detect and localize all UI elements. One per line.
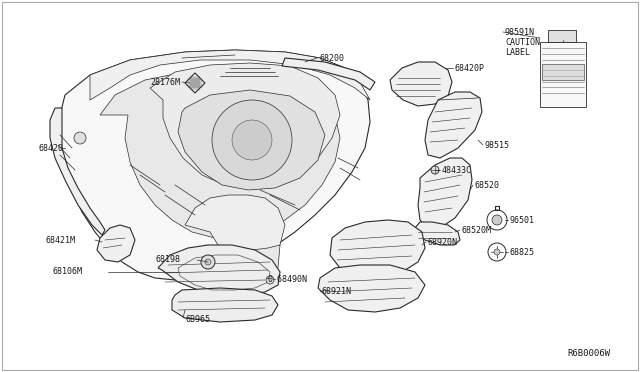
Polygon shape <box>390 62 452 106</box>
Text: 98515: 98515 <box>485 141 510 150</box>
Circle shape <box>212 100 292 180</box>
Text: 96501: 96501 <box>510 215 535 224</box>
Text: 68421M: 68421M <box>45 235 75 244</box>
Text: 68420: 68420 <box>38 144 63 153</box>
Polygon shape <box>100 70 340 238</box>
Circle shape <box>266 276 274 284</box>
Polygon shape <box>185 195 285 262</box>
Polygon shape <box>425 92 482 158</box>
Polygon shape <box>415 222 460 245</box>
Circle shape <box>492 215 502 225</box>
Polygon shape <box>185 73 205 93</box>
Bar <box>542 64 584 80</box>
Text: 48433C: 48433C <box>442 166 472 174</box>
Text: 68198: 68198 <box>155 256 180 264</box>
Text: 68921N: 68921N <box>322 288 352 296</box>
Text: 0-68490N: 0-68490N <box>268 276 308 285</box>
Polygon shape <box>205 245 280 278</box>
Text: 68920N: 68920N <box>428 237 458 247</box>
Bar <box>548 30 576 42</box>
Text: CAUTION: CAUTION <box>505 38 540 46</box>
Polygon shape <box>418 158 472 228</box>
Text: LABEL: LABEL <box>505 48 530 57</box>
Polygon shape <box>178 90 325 190</box>
Polygon shape <box>97 225 135 262</box>
Text: 98591N: 98591N <box>505 28 535 36</box>
Text: 68106M: 68106M <box>52 267 82 276</box>
Circle shape <box>232 120 272 160</box>
Text: 68520: 68520 <box>475 180 500 189</box>
Polygon shape <box>318 265 425 312</box>
Polygon shape <box>90 50 370 100</box>
Circle shape <box>431 166 439 174</box>
Polygon shape <box>158 245 280 295</box>
Text: R6B0006W: R6B0006W <box>567 349 610 358</box>
Polygon shape <box>50 108 105 235</box>
Text: 28176M: 28176M <box>150 77 180 87</box>
Polygon shape <box>172 288 278 322</box>
Bar <box>540 42 586 107</box>
Circle shape <box>494 249 500 255</box>
Circle shape <box>74 132 86 144</box>
Text: 68825: 68825 <box>510 247 535 257</box>
Text: 68420P: 68420P <box>455 64 485 73</box>
Text: 6B965: 6B965 <box>185 315 210 324</box>
Circle shape <box>201 255 215 269</box>
Text: 68520M: 68520M <box>462 225 492 234</box>
Polygon shape <box>150 63 340 188</box>
Text: 68200: 68200 <box>320 54 345 62</box>
Polygon shape <box>60 50 370 280</box>
Polygon shape <box>282 58 375 90</box>
Polygon shape <box>330 220 425 278</box>
Circle shape <box>205 259 211 265</box>
